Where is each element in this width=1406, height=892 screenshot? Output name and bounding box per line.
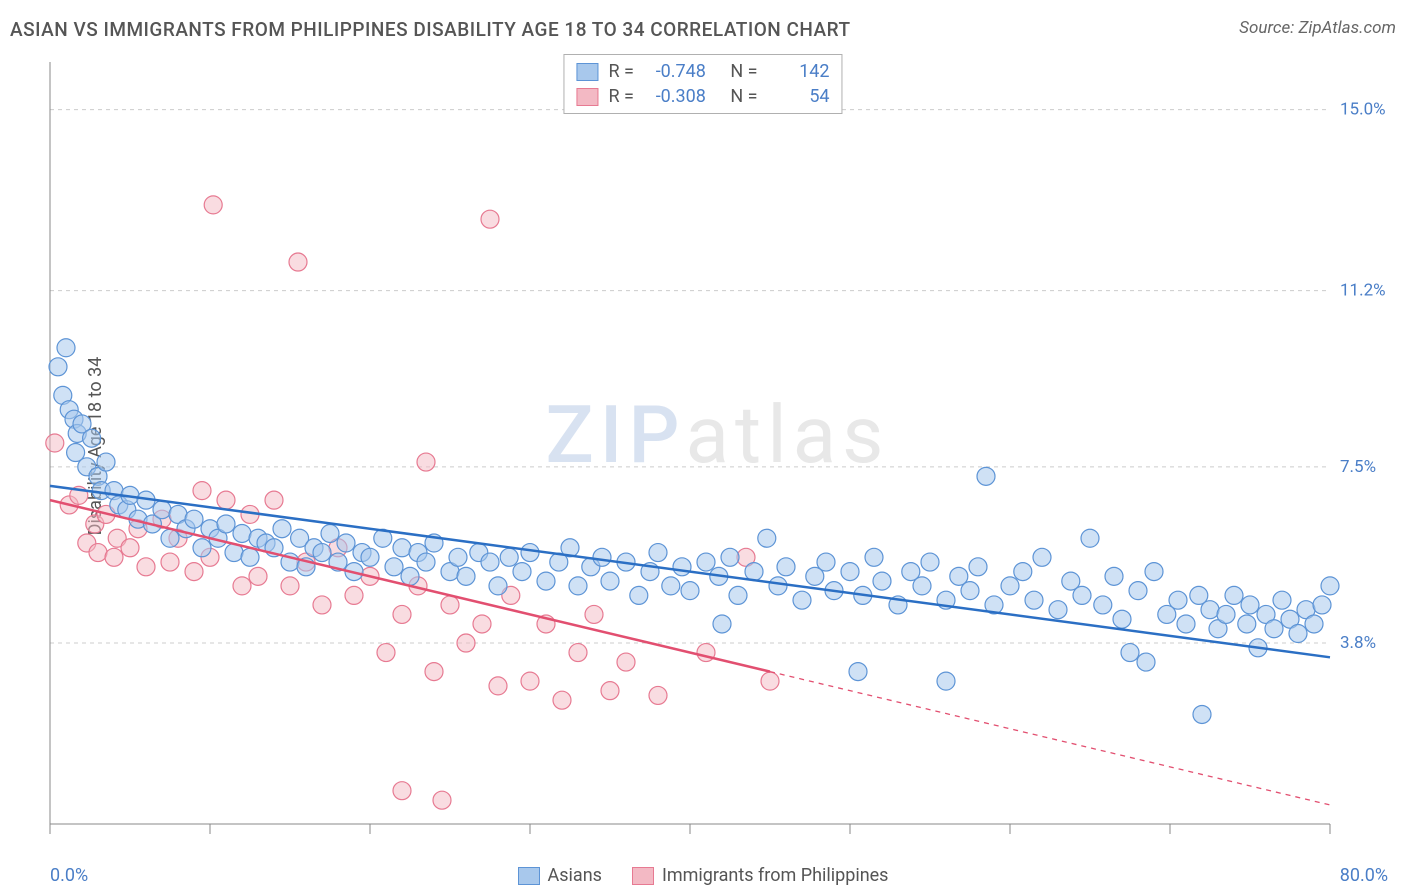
svg-text:7.5%: 7.5% [1340, 457, 1376, 477]
title-bar: ASIAN VS IMMIGRANTS FROM PHILIPPINES DIS… [10, 18, 1396, 41]
swatch-icon [576, 63, 598, 81]
n-label: N = [730, 84, 757, 109]
n-label: N = [730, 59, 757, 84]
swatch-icon [576, 88, 598, 106]
x-max-label: 80.0% [1340, 865, 1388, 886]
correlation-stats-box: R = -0.748 N = 142 R = -0.308 N = 54 [563, 54, 842, 114]
stats-row: R = -0.748 N = 142 [576, 59, 829, 84]
legend-label: Asians [548, 865, 602, 886]
svg-text:15.0%: 15.0% [1340, 100, 1386, 120]
legend-item: Immigrants from Philippines [632, 865, 889, 886]
chart-title: ASIAN VS IMMIGRANTS FROM PHILIPPINES DIS… [10, 18, 851, 41]
scatter-chart: 3.8% 7.5% 11.2% 15.0% [45, 50, 1390, 852]
r-value: -0.308 [644, 84, 706, 109]
source-label: Source: ZipAtlas.com [1239, 18, 1396, 41]
legend-item: Asians [518, 865, 602, 886]
x-min-label: 0.0% [50, 865, 88, 886]
swatch-icon [518, 867, 540, 885]
r-label: R = [608, 59, 633, 84]
swatch-icon [632, 867, 654, 885]
n-value: 142 [768, 59, 830, 84]
legend-label: Immigrants from Philippines [662, 865, 889, 886]
svg-text:11.2%: 11.2% [1340, 281, 1386, 301]
n-value: 54 [768, 84, 830, 109]
r-value: -0.748 [644, 59, 706, 84]
legend: Asians Immigrants from Philippines [0, 865, 1406, 886]
stats-row: R = -0.308 N = 54 [576, 84, 829, 109]
svg-text:3.8%: 3.8% [1340, 633, 1376, 653]
chart-area: 3.8%7.5%11.2%15.0% ZIPatlas [45, 50, 1390, 852]
r-label: R = [608, 84, 633, 109]
